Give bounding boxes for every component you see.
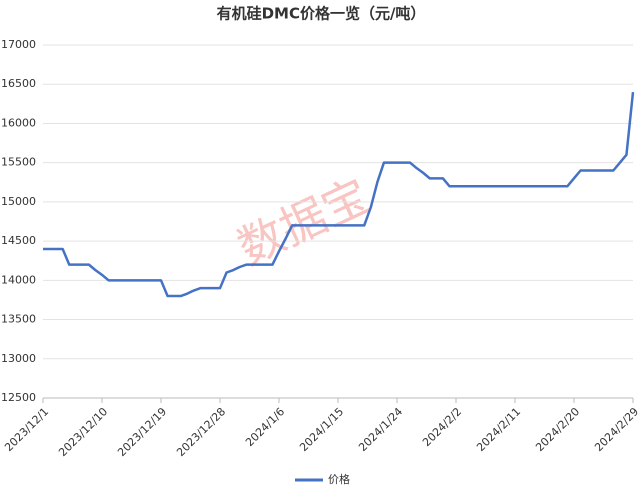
x-tick-label: 2024/1/24 — [356, 405, 405, 454]
y-tick-label: 14500 — [1, 234, 36, 247]
x-tick-label: 2024/2/29 — [592, 405, 641, 454]
y-tick-label: 12500 — [1, 391, 36, 404]
x-tick-label: 2024/2/11 — [474, 405, 523, 454]
y-tick-label: 13000 — [1, 352, 36, 365]
legend-label: 价格 — [328, 472, 350, 486]
watermark: 数据宝 — [230, 168, 378, 275]
y-tick-label: 15000 — [1, 195, 36, 208]
x-tick-label: 2023/12/10 — [56, 405, 110, 459]
x-tick-label: 2024/2/2 — [420, 405, 464, 449]
y-tick-label: 14000 — [1, 273, 36, 286]
x-tick-label: 2024/2/20 — [533, 405, 582, 454]
line-series — [43, 91, 635, 298]
y-tick-label: 16000 — [1, 116, 36, 129]
x-tick-label: 2023/12/19 — [115, 405, 169, 459]
y-tick-label: 17000 — [1, 38, 36, 51]
x-tick-label: 2024/1/15 — [297, 405, 346, 454]
chart-title: 有机硅DMC价格一览（元/吨） — [217, 5, 426, 23]
x-tick-label: 2023/12/28 — [174, 405, 228, 459]
x-tick-label: 2023/12/1 — [2, 405, 51, 454]
y-tick-label: 15500 — [1, 156, 36, 169]
y-tick-label: 16500 — [1, 77, 36, 90]
y-tick-label: 13500 — [1, 313, 36, 326]
x-tick-label: 2024/1/6 — [243, 405, 287, 449]
